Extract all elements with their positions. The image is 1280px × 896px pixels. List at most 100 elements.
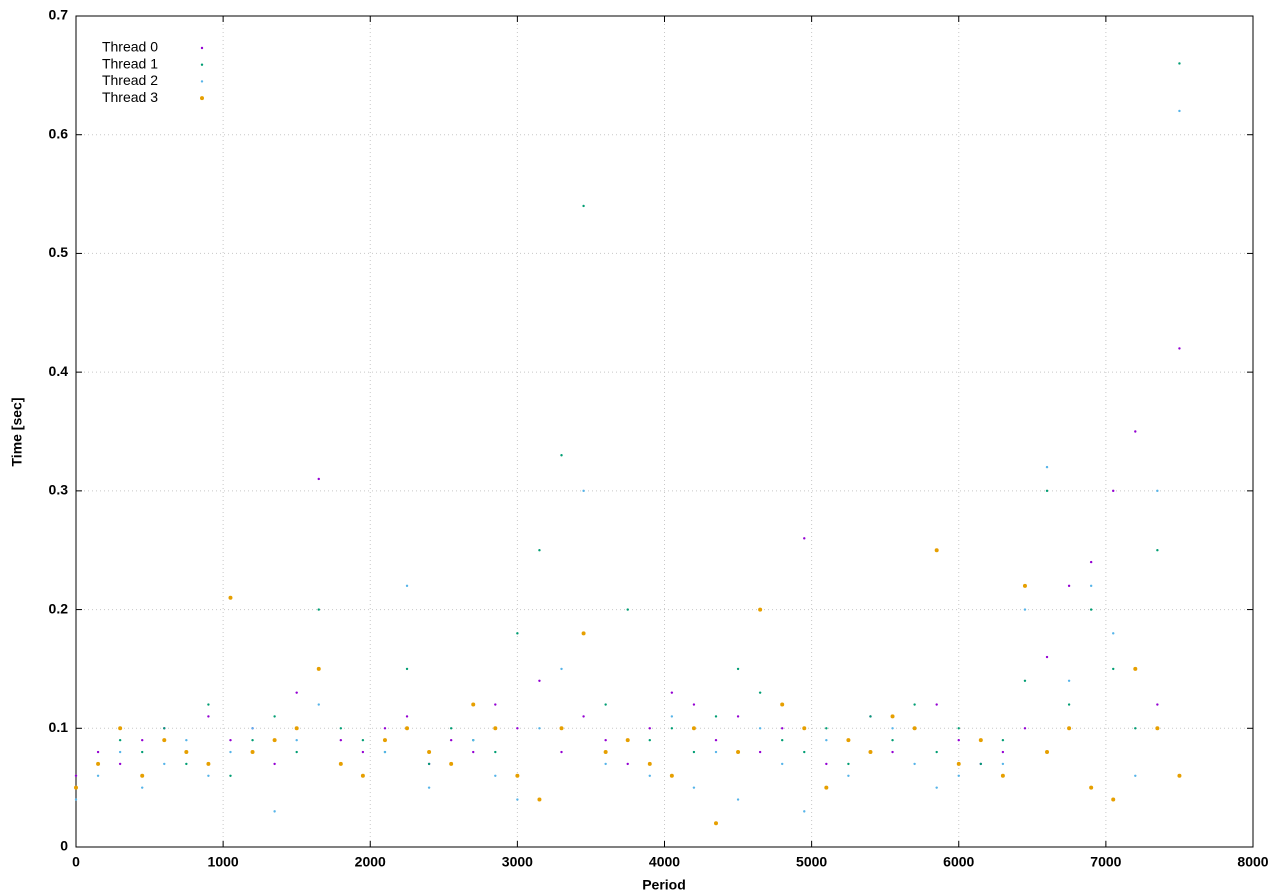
point xyxy=(1067,726,1072,731)
point xyxy=(1089,584,1093,588)
point xyxy=(228,595,233,600)
point xyxy=(669,773,674,778)
point xyxy=(405,726,410,731)
point xyxy=(803,537,806,540)
point xyxy=(604,738,607,742)
point xyxy=(382,738,387,743)
point xyxy=(736,715,740,718)
point xyxy=(383,727,387,730)
point xyxy=(825,727,828,730)
point xyxy=(494,774,497,777)
legend-label: Thread 1 xyxy=(102,55,158,71)
point xyxy=(361,738,365,742)
point xyxy=(691,726,696,731)
point xyxy=(516,632,519,635)
point xyxy=(692,703,696,706)
point xyxy=(472,750,475,754)
point xyxy=(603,750,608,755)
point xyxy=(670,691,674,694)
point xyxy=(1001,762,1005,766)
point xyxy=(427,750,432,755)
point xyxy=(582,715,585,718)
point xyxy=(736,667,740,671)
point xyxy=(206,761,211,766)
point xyxy=(339,727,343,730)
point xyxy=(317,608,320,611)
point xyxy=(846,738,851,743)
point xyxy=(1067,679,1071,682)
point xyxy=(118,750,122,754)
point xyxy=(316,666,321,671)
point xyxy=(626,608,629,611)
point xyxy=(1177,773,1182,778)
point xyxy=(360,773,365,778)
point xyxy=(74,774,78,777)
point xyxy=(1156,703,1159,706)
y-tick-label: 0.3 xyxy=(49,482,69,498)
point xyxy=(1156,549,1159,552)
x-tick-label: 2000 xyxy=(355,854,386,870)
point xyxy=(1134,774,1137,777)
point xyxy=(560,667,563,671)
point xyxy=(714,738,718,742)
point xyxy=(934,548,939,553)
point xyxy=(935,750,938,754)
point xyxy=(74,798,78,801)
y-tick-label: 0 xyxy=(60,838,68,854)
point xyxy=(582,489,585,493)
point xyxy=(736,750,741,755)
point xyxy=(560,454,563,457)
x-tick-label: 4000 xyxy=(649,854,680,870)
point xyxy=(250,750,255,755)
point xyxy=(317,703,320,706)
point xyxy=(449,727,453,730)
point xyxy=(781,727,784,730)
point xyxy=(295,691,298,694)
point xyxy=(713,821,718,826)
point xyxy=(648,774,651,777)
point xyxy=(1000,773,1005,778)
point xyxy=(647,761,652,766)
point xyxy=(405,715,409,718)
point xyxy=(184,750,189,755)
point xyxy=(956,761,961,766)
point xyxy=(625,738,630,743)
point xyxy=(449,761,454,766)
series xyxy=(74,62,1181,789)
x-tick-label: 8000 xyxy=(1237,854,1268,870)
point xyxy=(1045,489,1049,493)
point xyxy=(516,798,519,801)
point xyxy=(1111,797,1116,802)
y-tick-label: 0.7 xyxy=(49,7,69,23)
point xyxy=(471,702,476,707)
point xyxy=(361,750,365,754)
legend-label: Thread 3 xyxy=(102,89,158,105)
point xyxy=(758,750,762,754)
point xyxy=(295,738,298,742)
point xyxy=(559,726,564,731)
point xyxy=(118,738,122,742)
point xyxy=(913,703,916,706)
point xyxy=(803,810,806,813)
point xyxy=(163,727,166,730)
point xyxy=(273,810,276,813)
point xyxy=(825,762,828,766)
point xyxy=(847,774,850,777)
legend-marker xyxy=(200,80,204,83)
legend-label: Thread 0 xyxy=(102,39,158,55)
point xyxy=(427,786,431,789)
point xyxy=(670,715,674,718)
point xyxy=(1001,738,1005,742)
legend-marker xyxy=(200,63,204,66)
point xyxy=(427,762,431,766)
point xyxy=(648,727,651,730)
series xyxy=(74,548,1182,826)
point xyxy=(1023,727,1027,730)
point xyxy=(626,762,629,766)
y-tick-label: 0.6 xyxy=(49,125,69,141)
point xyxy=(1089,785,1094,790)
legend-marker xyxy=(200,96,204,101)
point xyxy=(780,702,785,707)
point xyxy=(1089,608,1093,611)
